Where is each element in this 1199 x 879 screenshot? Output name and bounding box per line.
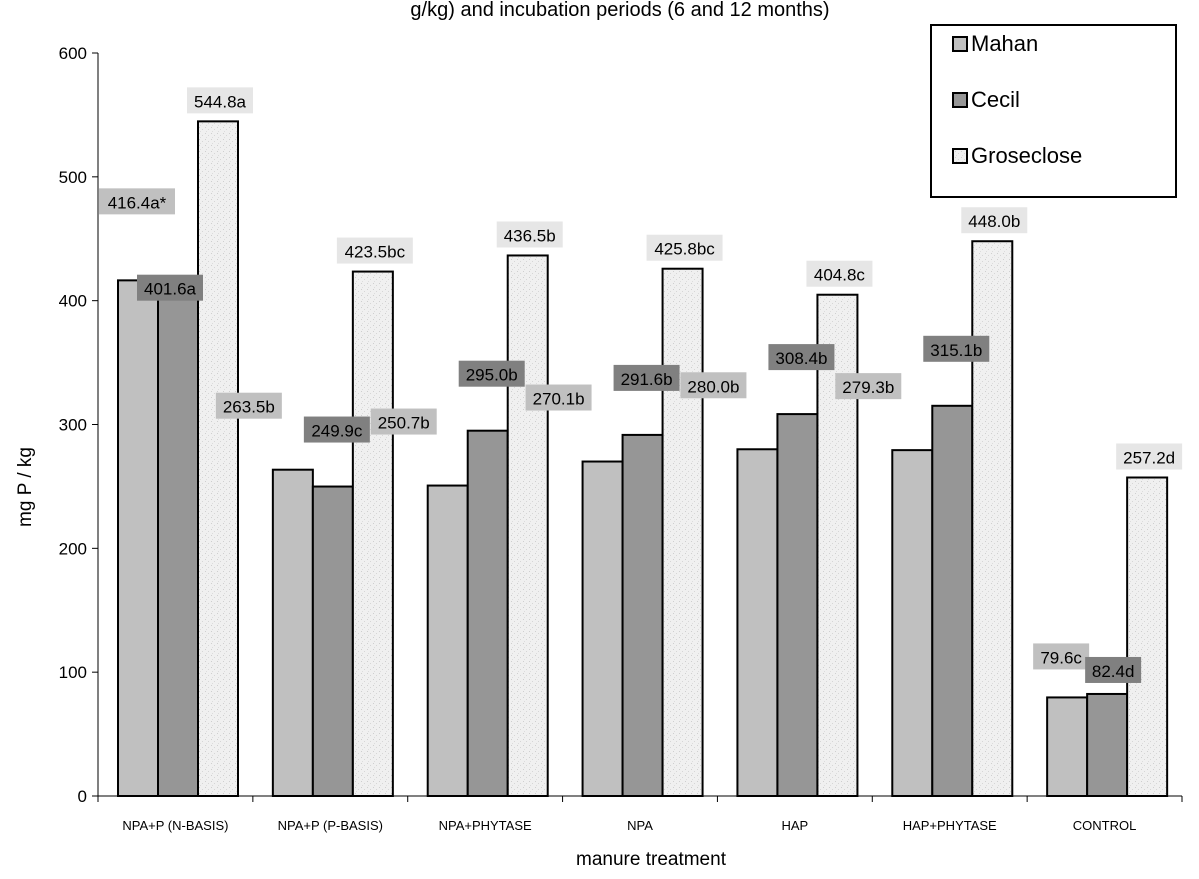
bar-groseclose	[1126, 476, 1169, 797]
legend-box	[930, 24, 1177, 198]
bar-cecil	[776, 413, 819, 797]
data-label-bg	[215, 392, 282, 419]
category-label: NPA	[627, 818, 653, 833]
data-label-bg	[187, 87, 253, 114]
data-label: 544.8a	[194, 92, 247, 111]
data-label-bg	[646, 234, 723, 261]
legend: Mahan Cecil Groseclose	[930, 24, 1177, 198]
bar-cecil	[621, 433, 664, 797]
data-label: 82.4d	[1092, 662, 1135, 681]
bar-cecil	[466, 429, 509, 797]
bar-groseclose	[351, 270, 394, 797]
bar-groseclose	[661, 267, 704, 797]
bar-cecil	[311, 485, 354, 797]
data-label: 448.0b	[968, 212, 1020, 231]
chart-title: g/kg) and incubation periods (6 and 12 m…	[410, 0, 829, 21]
legend-label-mahan: Mahan	[971, 31, 1038, 56]
y-tick-label: 400	[59, 292, 87, 311]
data-label: 263.5b	[223, 398, 275, 417]
data-label-bg	[303, 416, 370, 443]
data-label-bg	[680, 372, 747, 399]
data-label-bg	[370, 408, 437, 435]
category-label: HAP	[781, 818, 808, 833]
bar-mahan	[736, 448, 779, 797]
bar-mahan	[581, 460, 624, 797]
data-label-bg	[496, 221, 563, 248]
data-label: 416.4a*	[108, 193, 167, 212]
bar-groseclose	[971, 240, 1014, 797]
data-label: 249.9c	[311, 422, 363, 441]
y-tick-label: 300	[59, 416, 87, 435]
data-label: 257.2d	[1123, 449, 1175, 468]
data-label: 279.3b	[842, 378, 894, 397]
category-label: HAP+PHYTASE	[903, 818, 997, 833]
data-label-bg	[99, 188, 175, 215]
data-label-bg	[613, 364, 680, 391]
bar-groseclose	[506, 254, 549, 797]
y-tick-label: 100	[59, 663, 87, 682]
data-label-bg	[458, 360, 525, 387]
legend-label-cecil: Cecil	[971, 87, 1020, 112]
data-label-bg	[923, 335, 990, 362]
data-label: 401.6a	[144, 280, 197, 299]
data-label-bg	[961, 207, 1028, 234]
data-label: 404.8c	[814, 266, 866, 285]
category-label: NPA+P (N-BASIS)	[122, 818, 228, 833]
data-label: 308.4b	[775, 349, 827, 368]
data-label: 315.1b	[930, 341, 982, 360]
data-label: 436.5b	[504, 226, 556, 245]
bar-groseclose	[197, 120, 239, 797]
data-label-bg	[525, 384, 592, 411]
data-label-bg	[137, 274, 203, 301]
legend-swatch-groseclose	[952, 148, 968, 164]
data-label: 79.6c	[1040, 648, 1082, 667]
bar-cecil	[931, 404, 974, 797]
legend-label-groseclose: Groseclose	[971, 143, 1082, 168]
bar-mahan	[426, 484, 469, 797]
bar-mahan	[891, 449, 934, 797]
data-label: 423.5bc	[345, 243, 406, 262]
data-label: 295.0b	[466, 366, 518, 385]
bar-mahan	[271, 468, 314, 797]
data-label-bg	[336, 237, 413, 264]
data-label: 270.1b	[533, 390, 585, 409]
legend-swatch-mahan	[952, 36, 968, 52]
data-label-bg	[768, 344, 835, 371]
data-label: 291.6b	[621, 370, 673, 389]
plot-area: 0 100 200 300 400 500 600 NPA+P (N-BASIS) NPA+P …	[59, 44, 1183, 833]
y-axis-title: mg P / kg	[15, 447, 36, 527]
y-tick-label: 500	[59, 168, 87, 187]
data-label: 250.7b	[378, 414, 430, 433]
data-label-bg	[1033, 643, 1090, 670]
bar-mahan	[117, 279, 159, 798]
x-axis-title: manure treatment	[576, 849, 727, 870]
bar-mahan	[1046, 696, 1089, 797]
bar-cecil	[157, 297, 199, 797]
data-label: 280.0b	[687, 377, 739, 396]
data-label-bg	[1085, 656, 1142, 683]
category-label: NPA+PHYTASE	[439, 818, 532, 833]
legend-swatch-cecil	[952, 92, 968, 108]
y-tick-label: 0	[78, 787, 87, 806]
data-label-bg	[806, 260, 873, 287]
y-tick-label: 600	[59, 44, 87, 63]
category-label: CONTROL	[1073, 818, 1137, 833]
data-label: 425.8bc	[654, 240, 715, 259]
bar-cecil	[1086, 692, 1129, 797]
y-tick-label: 200	[59, 539, 87, 558]
data-label-bg	[835, 373, 902, 400]
data-label-bg	[1116, 443, 1183, 470]
category-label: NPA+P (P-BASIS)	[278, 818, 383, 833]
